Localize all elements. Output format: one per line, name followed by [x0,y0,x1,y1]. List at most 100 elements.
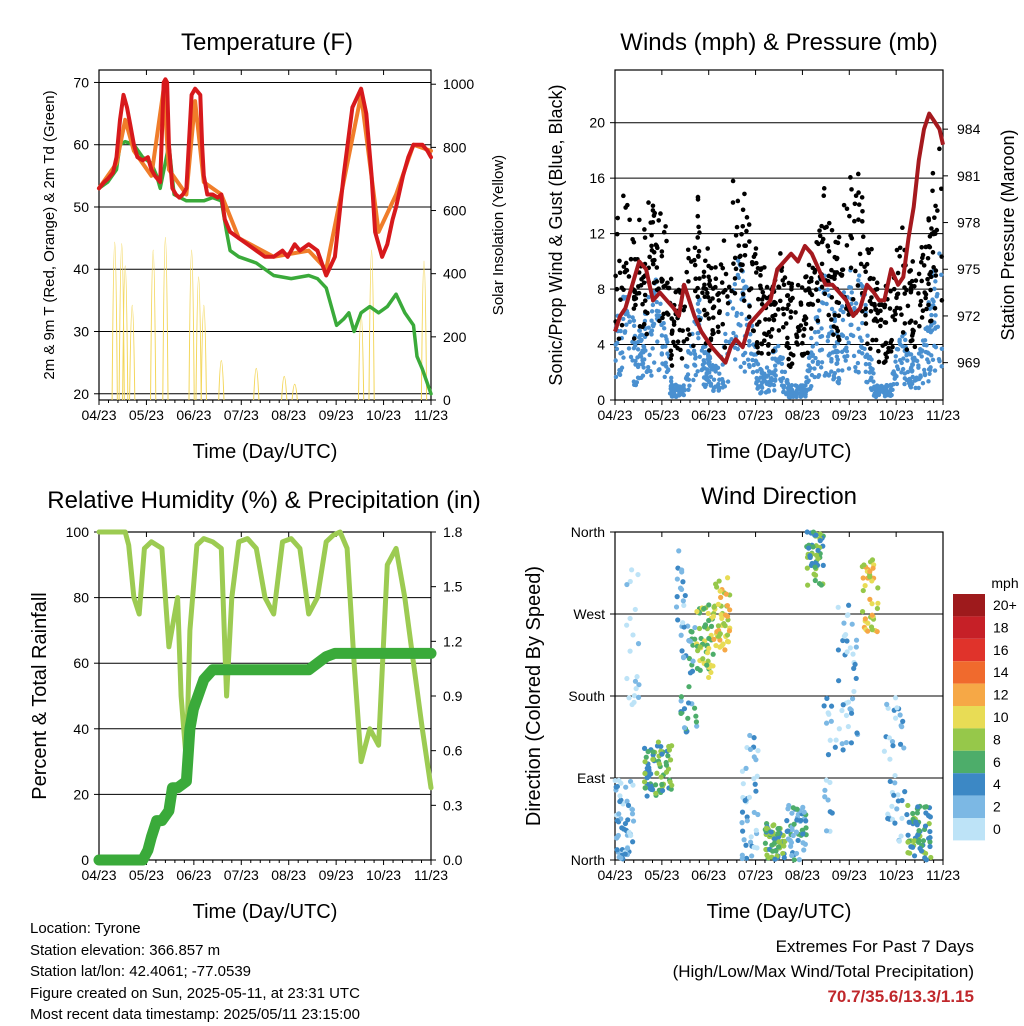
gust-point [649,232,654,238]
y-tick-label: 20 [73,786,89,802]
direction-point [804,529,810,535]
gust-point [720,265,726,271]
wind-point [631,323,637,328]
direction-point [901,745,907,751]
direction-point [817,538,823,544]
gust-point [617,258,622,264]
gust-point [701,307,707,313]
direction-point [636,682,642,688]
wind-point [645,368,650,374]
gust-point [696,224,701,230]
solar-spike [129,304,136,401]
gust-point [786,280,792,286]
direction-point [827,779,833,786]
wind-point [819,326,824,331]
gust-point [693,276,698,281]
direction-point [631,693,638,699]
wind-point [807,355,812,361]
gust-point [725,294,730,299]
direction-point [706,602,712,608]
wind-point [658,301,663,306]
direction-point [847,706,853,712]
direction-point [646,767,652,773]
wind-point [863,302,868,308]
wind-point [669,391,674,396]
direction-point [753,788,759,794]
wind-point [725,311,730,317]
gust-point [910,327,915,333]
direction-point [916,837,922,844]
x-tick-label: 07/23 [738,867,773,883]
y2-tick-label: 969 [957,355,981,371]
wind-point [619,350,625,355]
wind-point [891,371,897,376]
direction-point [612,777,618,784]
wind-point [641,344,646,349]
gust-point [660,315,665,321]
wind-point [825,338,831,344]
gust-point [618,297,623,302]
direction-point [839,707,845,714]
wind-point [835,349,841,355]
gust-point [860,208,865,214]
gust-point [834,270,840,275]
direction-point [789,852,795,859]
y2-tick-label: 800 [443,139,467,155]
wind-point [742,369,748,374]
direction-point [724,632,731,638]
wind-point [627,319,632,325]
wind-point [768,376,773,381]
direction-point [710,651,716,657]
gust-point [870,337,875,343]
solar-spike [195,276,202,401]
wind-point [681,392,687,398]
gust-point [933,268,939,273]
gust-point [677,327,683,333]
wind-point [844,345,849,350]
wind-point [771,382,777,388]
wind-point [939,346,945,351]
direction-point [656,761,662,767]
direction-point [673,604,680,610]
wind-point [929,312,934,318]
gust-point [630,237,635,242]
wind-point [914,375,919,380]
wind-point [631,379,637,384]
direction-point [862,616,868,622]
y2-tick-label: 984 [957,121,981,137]
wind-point [840,304,845,309]
direction-point [799,827,805,833]
direction-point [742,797,748,804]
direction-point [682,592,688,599]
gust-point [706,263,711,269]
x-tick-label: 05/23 [644,407,679,423]
gust-point [619,322,625,328]
gust-point [795,342,800,347]
direction-point [869,601,875,607]
wind-point [656,367,661,373]
direction-point [853,675,859,682]
wind-point [723,331,728,337]
direction-point [840,747,846,753]
wind-point [753,358,759,363]
gust-point [788,315,794,320]
gust-point [902,291,908,296]
wind-point [899,370,904,375]
legend-swatch [953,683,985,706]
x-tick-label: 07/23 [738,407,773,423]
x-tick-label: 06/23 [176,867,211,883]
gust-point [695,213,701,219]
wind-point [837,377,842,382]
direction-point [751,809,757,816]
wind-point [856,273,862,278]
wind-point [759,369,765,375]
y-tick-label: 12 [589,226,605,242]
wind-point [893,359,898,364]
gust-point [631,306,637,311]
direction-point [631,699,637,705]
gust-point [926,281,931,287]
direction-point [870,565,876,571]
gust-point [681,339,687,344]
direction-point [704,662,710,668]
direction-point [897,741,904,747]
